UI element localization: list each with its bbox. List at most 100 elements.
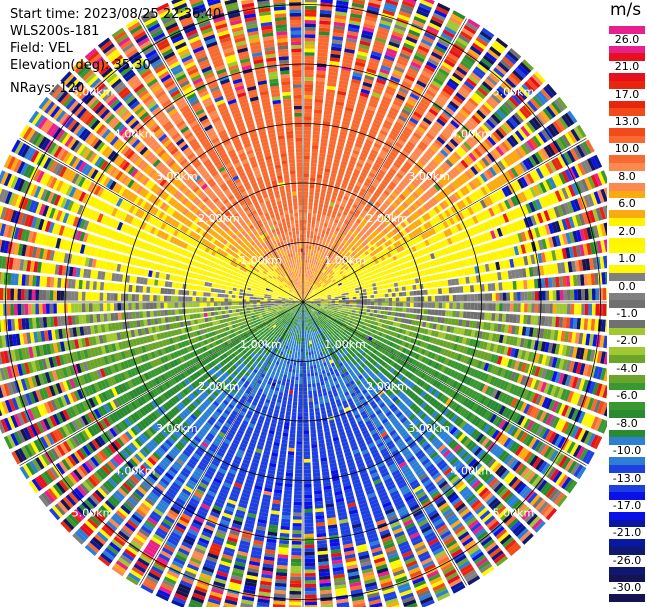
- velocity-gate: [330, 252, 334, 257]
- velocity-gate: [331, 249, 336, 254]
- velocity-gate: [303, 198, 308, 203]
- velocity-gate: [426, 282, 431, 289]
- velocity-gate: [348, 294, 353, 297]
- velocity-gate: [390, 34, 403, 42]
- velocity-gate: [314, 98, 323, 104]
- velocity-gate: [350, 227, 355, 233]
- velocity-gate: [501, 282, 507, 291]
- velocity-gate: [459, 286, 464, 293]
- velocity-gate: [385, 0, 399, 6]
- velocity-gate: [326, 238, 331, 244]
- velocity-gate: [358, 47, 369, 54]
- velocity-gate: [345, 169, 353, 176]
- velocity-gate: [409, 92, 420, 101]
- velocity-gate: [333, 28, 345, 34]
- velocity-gate: [411, 58, 424, 66]
- velocity-gate: [477, 293, 482, 301]
- velocity-gate: [333, 188, 339, 194]
- velocity-gate: [493, 40, 506, 52]
- velocity-gate: [365, 288, 370, 292]
- velocity-gate: [360, 125, 369, 132]
- velocity-gate: [326, 246, 331, 251]
- velocity-gate: [310, 271, 313, 275]
- velocity-gate: [303, 234, 307, 238]
- velocity-gate: [312, 275, 315, 280]
- velocity-gate: [312, 213, 317, 218]
- velocity-gate: [313, 276, 316, 280]
- velocity-gate: [538, 290, 543, 301]
- velocity-gate: [409, 291, 414, 296]
- velocity-gate: [446, 103, 457, 113]
- velocity-gate: [409, 26, 422, 34]
- velocity-gate: [559, 290, 564, 301]
- velocity-gate: [327, 74, 338, 80]
- velocity-gate: [304, 37, 316, 42]
- velocity-gate: [416, 126, 426, 134]
- velocity-gate: [322, 211, 327, 216]
- velocity-gate: [400, 49, 412, 57]
- velocity-gate: [335, 243, 340, 248]
- velocity-gate: [368, 61, 379, 68]
- velocity-gate: [421, 70, 432, 79]
- velocity-gate: [519, 314, 524, 324]
- velocity-gate: [389, 106, 400, 114]
- velocity-gate: [312, 256, 315, 261]
- velocity-gate: [327, 209, 333, 214]
- velocity-gate: [448, 287, 453, 294]
- velocity-gate: [364, 224, 370, 230]
- velocity-gate: [315, 88, 325, 93]
- velocity-gate: [334, 203, 340, 209]
- velocity-gate: [448, 310, 453, 317]
- velocity-gate: [327, 186, 333, 192]
- velocity-gate: [305, 296, 308, 300]
- velocity-gate: [304, 80, 314, 85]
- velocity-gate: [325, 99, 334, 105]
- velocity-gate: [342, 239, 347, 244]
- velocity-gate: [306, 234, 310, 239]
- velocity-gate: [327, 268, 332, 273]
- velocity-gate: [488, 303, 493, 311]
- velocity-gate: [390, 75, 401, 83]
- velocity-gate: [424, 114, 435, 123]
- velocity-gate: [346, 166, 354, 172]
- velocity-gate: [325, 164, 332, 170]
- velocity-gate: [304, 134, 311, 138]
- velocity-gate: [387, 288, 392, 293]
- velocity-gate: [311, 152, 318, 157]
- velocity-gate: [307, 223, 311, 228]
- velocity-gate: [415, 146, 424, 155]
- velocity-gate: [306, 288, 309, 293]
- velocity-gate: [436, 2, 451, 12]
- velocity-gate: [391, 148, 400, 155]
- velocity-gate: [342, 58, 353, 65]
- velocity-gate: [440, 64, 452, 74]
- velocity-gate: [363, 305, 368, 309]
- velocity-gate: [384, 119, 393, 127]
- velocity-gate: [372, 283, 377, 287]
- velocity-gate: [388, 133, 397, 141]
- velocity-gate: [314, 228, 319, 233]
- velocity-gate: [480, 57, 493, 68]
- velocity-gate: [352, 238, 358, 244]
- velocity-gate: [304, 295, 307, 299]
- velocity-gate: [310, 282, 313, 286]
- velocity-gate: [353, 169, 361, 175]
- velocity-gate: [319, 149, 327, 154]
- velocity-gate: [303, 287, 305, 292]
- velocity-gate: [389, 151, 398, 158]
- velocity-gate: [431, 295, 436, 302]
- velocity-gate: [321, 135, 329, 140]
- velocity-gate: [372, 47, 384, 54]
- velocity-gate: [452, 72, 464, 82]
- velocity-gate: [423, 289, 428, 295]
- velocity-gate: [358, 95, 368, 102]
- velocity-gate: [408, 95, 418, 104]
- velocity-gate: [484, 303, 489, 311]
- velocity-gate: [413, 54, 425, 63]
- velocity-gate: [314, 192, 320, 197]
- velocity-gate: [308, 285, 311, 289]
- velocity-gate: [307, 277, 310, 282]
- velocity-gate: [426, 61, 438, 70]
- velocity-gate: [335, 235, 341, 240]
- velocity-gate: [520, 303, 525, 313]
